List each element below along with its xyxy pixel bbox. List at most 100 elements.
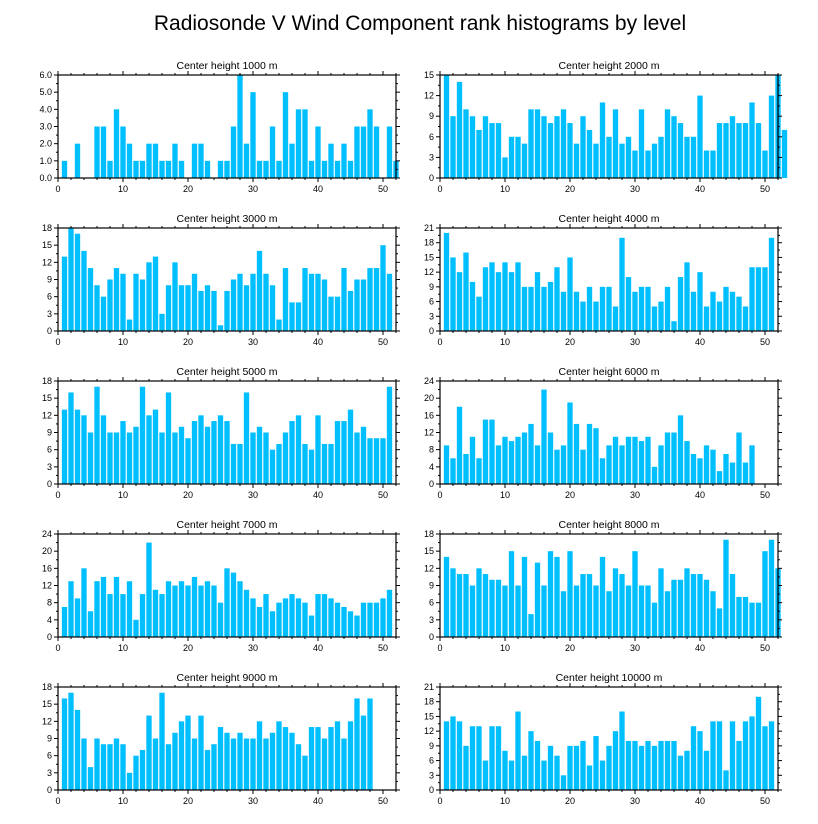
bar [742,123,749,178]
bar [736,432,742,484]
bar [736,740,742,790]
panel-4: Center height 4000 m 0 3 6 9 12 15 18 21 0 10 20 30 4… [424,213,782,347]
bar [263,432,269,484]
bar [295,302,302,331]
bar [463,252,469,331]
bar [651,602,658,637]
bar [334,421,341,484]
y-tick-label: 15 [424,252,434,262]
bar [360,126,367,178]
bar [68,228,74,331]
bar [256,426,263,484]
bar [250,432,256,484]
bar [94,738,100,790]
bar [768,237,775,331]
x-tick-label: 0 [55,490,60,500]
bar [100,415,107,484]
bar [697,95,703,178]
bar [723,453,729,484]
x-tick-label: 0 [55,643,60,653]
x-tick-label: 10 [500,796,510,806]
x-tick-label: 50 [760,643,770,653]
x-tick-label: 0 [437,184,442,194]
y-tick-label: 0 [429,173,434,183]
x-tick-label: 30 [630,337,640,347]
bar [593,585,599,637]
bar [87,767,94,790]
y-tick-label: 15 [42,699,52,709]
x-tick-label: 0 [55,796,60,806]
x-tick-label: 40 [313,490,323,500]
bar [185,285,191,331]
x-tick-label: 40 [695,337,705,347]
bar [152,143,159,178]
bar [515,262,521,331]
bar [742,721,749,790]
bar [328,143,334,178]
bar [341,606,347,637]
bar [450,458,456,484]
y-tick-label: 0 [47,479,52,489]
bar [302,109,308,178]
bar [658,136,664,178]
bar [113,738,120,790]
y-tick-label: 15 [42,393,52,403]
bar [632,551,638,637]
bar [373,602,380,637]
x-tick-label: 40 [695,796,705,806]
y-tick-label: 9 [429,111,434,121]
x-tick-label: 40 [313,643,323,653]
bar [107,594,113,637]
bar [347,160,354,178]
bar [354,279,360,331]
bar [664,109,671,178]
panel-title: Center height 4000 m [559,213,660,225]
bar [308,449,315,484]
panel-3: Center height 3000 m 0 3 6 9 12 15 18 0 10 20 30 40 5… [42,213,400,347]
bar [502,262,508,331]
bar [341,268,347,331]
bar [619,711,625,790]
bar [139,386,146,484]
x-tick-label: 40 [313,337,323,347]
bar [61,606,68,637]
bar [697,272,703,331]
bar [165,285,172,331]
y-tick-label: 12 [42,410,52,420]
bar [762,726,768,790]
bar [224,160,230,178]
bar [126,319,133,331]
bar [94,126,100,178]
bar [508,272,515,331]
bar [645,150,651,178]
bar [217,727,224,790]
bar [612,731,619,790]
y-tick-label: 3 [429,152,434,162]
bar [165,160,172,178]
x-tick-label: 0 [55,337,60,347]
bar [68,692,74,790]
bar [159,313,165,331]
x-tick-label: 40 [695,643,705,653]
bar [133,619,139,637]
bar [541,760,547,790]
bar [191,273,198,331]
panel-7: Center height 7000 m 0 4 8 12 16 20 24 0 10 20 30 40… [42,519,400,653]
bar [360,602,367,637]
bar [347,721,354,790]
bar [354,615,360,637]
bar [373,438,380,484]
bar [586,423,593,484]
bar [749,267,755,331]
y-tick-label: 5.0 [39,87,52,97]
bar [703,306,710,331]
bar [113,268,120,331]
bar [554,449,560,484]
bar [671,579,677,637]
y-tick-label: 18 [42,223,52,233]
bar [716,471,723,484]
x-tick-label: 10 [118,337,128,347]
bar [573,143,580,178]
bar [534,109,541,178]
bar [651,306,658,331]
